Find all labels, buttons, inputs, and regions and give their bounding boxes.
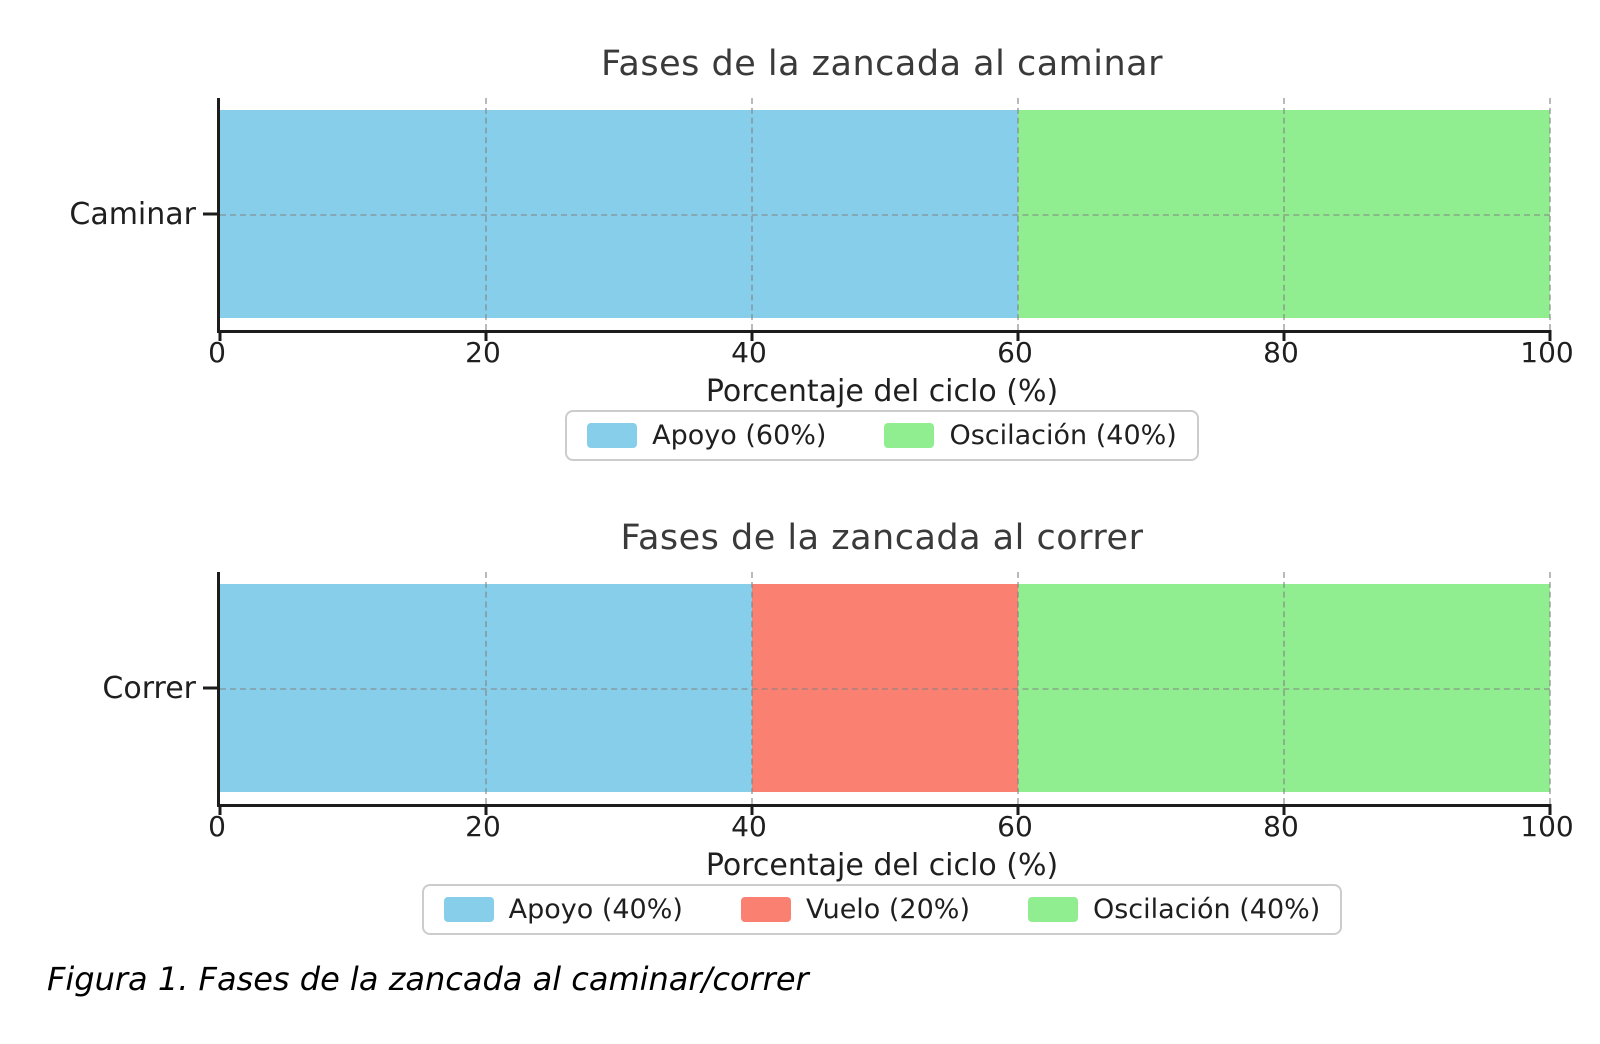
x-tick-mark [484, 804, 488, 815]
x-tick-label: 100 [1520, 810, 1574, 843]
figure-caption: Figura 1. Fases de la zancada al caminar… [47, 960, 809, 998]
x-axis-label: Porcentaje del ciclo (%) [705, 374, 1059, 409]
legend: Apoyo (40%) Vuelo (20%) Oscilación (40%) [217, 884, 1547, 935]
legend-swatch-1 [443, 897, 494, 922]
x-tick-mark [1282, 330, 1286, 341]
legend-swatch-3 [1027, 897, 1078, 922]
legend-label: Oscilación (40%) [1092, 894, 1321, 925]
stacked-bar [220, 110, 1550, 318]
x-axis-ticks: 0 20 40 60 80 100 [208, 336, 1574, 372]
x-tick-label: 80 [1263, 336, 1299, 369]
x-tick-mark [218, 804, 222, 815]
x-tick-mark [218, 330, 222, 341]
bar-segment-2 [752, 584, 1018, 792]
legend-label: Vuelo (20%) [805, 894, 970, 925]
x-tick-label: 100 [1520, 336, 1574, 369]
bar-segment-2 [1018, 110, 1550, 318]
x-tick-label: 60 [997, 810, 1033, 843]
chart-title: Fases de la zancada al correr [620, 518, 1144, 558]
x-tick-mark [750, 804, 754, 815]
legend-item: Apoyo (40%) [443, 894, 683, 925]
x-tick-mark [1016, 330, 1020, 341]
legend-item: Oscilación (40%) [1027, 894, 1321, 925]
x-tick-label: 40 [731, 810, 767, 843]
plot-area [203, 98, 1552, 341]
legend-label: Oscilación (40%) [949, 420, 1177, 451]
x-tick-mark [1548, 330, 1552, 341]
legend-swatch-2 [740, 897, 791, 922]
legend-swatch-2 [884, 423, 935, 448]
y-tick-mark [203, 212, 217, 216]
legend-item: Oscilación (40%) [884, 420, 1177, 451]
legend-box: Apoyo (40%) Vuelo (20%) Oscilación (40%) [421, 884, 1343, 935]
y-tick-mark [203, 686, 217, 690]
x-tick-label: 0 [208, 336, 226, 369]
y-tick-label: Caminar [69, 196, 196, 232]
chart-running: Fases de la zancada al correr Correr 0 20… [0, 518, 1600, 938]
x-tick-label: 80 [1263, 810, 1299, 843]
legend-label: Apoyo (40%) [508, 894, 683, 925]
stacked-bar [220, 584, 1550, 792]
x-tick-mark [1282, 804, 1286, 815]
x-axis-ticks: 0 20 40 60 80 100 [208, 810, 1574, 846]
x-tick-label: 20 [465, 336, 501, 369]
x-tick-mark [1016, 804, 1020, 815]
legend-item: Apoyo (60%) [587, 420, 826, 451]
bar-segment-1 [220, 110, 1018, 318]
x-tick-label: 20 [465, 810, 501, 843]
bar-segment-3 [1018, 584, 1550, 792]
legend: Apoyo (60%) Oscilación (40%) [217, 410, 1547, 461]
x-tick-mark [750, 330, 754, 341]
x-tick-mark [484, 330, 488, 341]
chart-walking: Fases de la zancada al caminar Caminar 0… [0, 44, 1600, 464]
legend-item: Vuelo (20%) [740, 894, 970, 925]
x-tick-label: 60 [997, 336, 1033, 369]
plot-area [203, 572, 1552, 815]
y-tick-label: Correr [102, 670, 196, 706]
x-tick-label: 40 [731, 336, 767, 369]
legend-label: Apoyo (60%) [652, 420, 827, 451]
legend-swatch-1 [587, 423, 638, 448]
legend-box: Apoyo (60%) Oscilación (40%) [565, 410, 1199, 461]
chart-title: Fases de la zancada al caminar [601, 44, 1163, 84]
x-axis-label: Porcentaje del ciclo (%) [705, 848, 1059, 883]
x-tick-label: 0 [208, 810, 226, 843]
x-tick-mark [1548, 804, 1552, 815]
bar-segment-1 [220, 584, 752, 792]
